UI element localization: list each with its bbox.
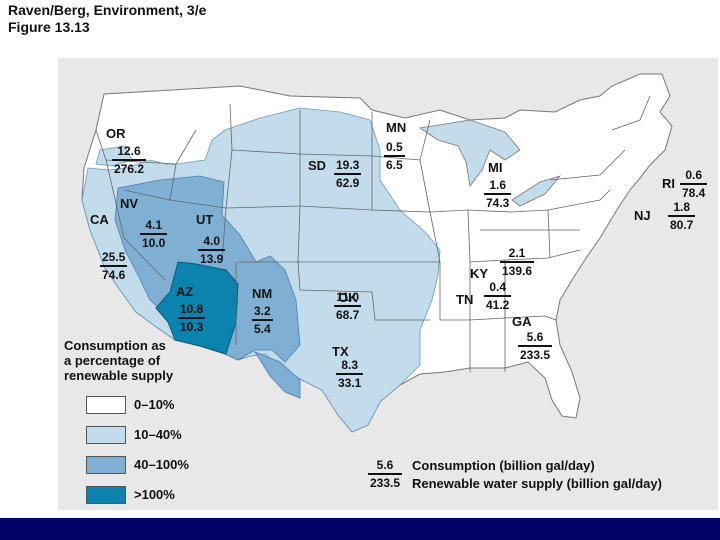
legend-title-line: renewable supply [64,368,174,383]
key-consumption-value: 5.6 [376,458,394,472]
state-label-mn: MN [386,120,407,135]
legend-label: 10–40% [134,427,182,442]
legend-title-line: a percentage of [64,353,161,368]
state-label-az: AZ [176,284,194,299]
consumption-value: 10.8 [180,302,204,316]
state-borders [95,95,651,372]
state-fraction-mn: 0.5 6.5 [384,140,405,172]
consumption-value: 11.0 [336,290,360,304]
key-supply-label: Renewable water supply (billion gal/day) [412,476,662,491]
state-fraction-nm: 3.2 5.4 [252,304,273,336]
consumption-value: 0.6 [685,168,703,182]
state-fraction-ca: 25.5 74.6 [100,250,128,282]
great-lakes [418,119,521,187]
consumption-value: 2.1 [508,246,526,260]
supply-value: 139.6 [502,263,533,278]
footer-bar [0,518,720,540]
supply-value: 10.3 [180,319,204,334]
state-label-mi: MI [488,160,503,175]
key-supply-value: 233.5 [370,475,401,490]
supply-value: 62.9 [336,175,360,190]
state-label-nv: NV [120,196,139,211]
region-over-100 [155,261,239,355]
supply-value: 6.5 [386,157,403,172]
state-fraction-ri: 0.6 78.4 [680,168,708,200]
state-label-ga: GA [512,314,532,329]
state-label-ri: RI [662,176,675,191]
state-label-ca: CA [90,212,109,227]
state-fraction-az: 10.8 10.3 [178,302,206,334]
state-fraction-nj: 1.8 80.7 [668,200,696,232]
consumption-value: 0.5 [386,140,403,154]
legend-swatch [86,486,126,504]
state-fraction-tx: 8.3 33.1 [336,358,364,390]
consumption-value: 0.4 [489,280,507,294]
supply-value: 68.7 [336,307,360,322]
supply-value: 78.4 [682,185,706,200]
legend-label: 0–10% [134,397,175,412]
supply-value: 5.4 [254,321,271,336]
state-fraction-ga: 5.6 233.5 [518,330,553,362]
lake-erie [511,175,562,207]
state-label-tn: TN [456,292,474,307]
header: Raven/Berg, Environment, 3/e Figure 13.1… [8,2,206,36]
state-label-tx: TX [332,344,349,359]
legend-label: >100% [134,487,175,502]
state-label-sd: SD [308,158,327,173]
consumption-value: 1.6 [489,178,507,192]
supply-value: 276.2 [114,161,145,176]
fraction-key: 5.6 233.5 Consumption (billion gal/day) … [368,458,662,492]
supply-value: 74.3 [486,195,510,210]
state-fraction-sd: 19.3 62.9 [334,158,362,190]
supply-value: 80.7 [670,217,694,232]
supply-value: 233.5 [520,347,551,362]
supply-value: 74.6 [102,267,126,282]
consumption-value: 19.3 [336,158,360,172]
supply-value: 13.9 [200,251,224,266]
consumption-value: 8.3 [341,358,359,372]
key-fraction: 5.6 233.5 [368,458,402,490]
consumption-value: 4.0 [203,234,221,248]
legend-title-line: Consumption as [64,338,166,353]
state-fraction-nv: 4.1 10.0 [140,218,168,250]
consumption-value: 12.6 [117,144,141,158]
consumption-value: 1.8 [673,200,691,214]
state-fraction-ok: 11.0 68.7 [334,290,362,322]
consumption-value: 4.1 [145,218,163,232]
consumption-value: 25.5 [102,250,126,264]
legend-swatch [86,456,126,474]
state-label-nj: NJ [634,208,651,223]
consumption-value: 3.2 [254,304,271,318]
figure-number: Figure 13.13 [8,19,90,35]
state-fraction-ut: 4.0 13.9 [198,234,226,266]
state-label-ky: KY [470,266,489,281]
state-fraction-mi: 1.6 74.3 [484,178,512,210]
state-fraction-or: 12.6 276.2 [112,144,147,176]
key-consumption-label: Consumption (billion gal/day) [412,458,595,473]
region-40-100-tx [254,351,301,399]
state-label-ut: UT [196,212,214,227]
book-title: Raven/Berg, Environment, 3/e [8,2,207,18]
supply-value: 41.2 [486,297,510,312]
state-label-ok: OK [338,290,358,305]
state-label-or: OR [106,126,126,141]
legend-swatch [86,396,126,414]
legend-title: Consumption as a percentage of renewable… [64,338,173,383]
state-label-nm: NM [252,286,273,301]
state-fraction-ky: 2.1 139.6 [500,246,535,278]
supply-value: 10.0 [142,235,166,250]
consumption-value: 5.6 [526,330,544,344]
legend-swatch [86,426,126,444]
legend-label: 40–100% [134,457,189,472]
state-fraction-tn: 0.4 41.2 [484,280,512,312]
supply-value: 33.1 [338,375,362,390]
